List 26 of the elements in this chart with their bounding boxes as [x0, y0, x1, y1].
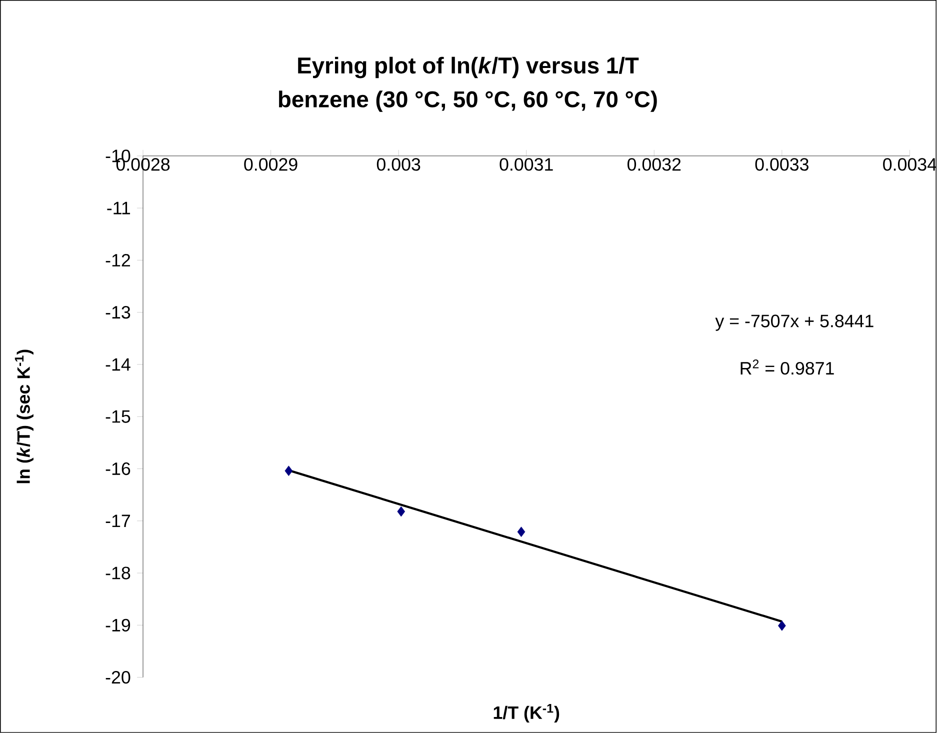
x-axis-title: 1/T (K$^{-1}$) [494, 704, 560, 723]
y-tick-label: -19 [106, 618, 130, 632]
point [397, 506, 406, 517]
annotation: R$^{2}$ = 0.9871 [740, 360, 834, 375]
y-tick-label: -18 [106, 566, 130, 580]
annotation: y = -7507x + 5.8441 [715, 314, 874, 331]
x-tick-label: 0.0034 [883, 158, 937, 171]
point [517, 526, 526, 538]
y-tick-label: -15 [106, 410, 130, 423]
y-tick-label: -13 [106, 306, 130, 319]
chart-subtitle: benzene (30 °C, 50 °C, 60 °C, 70 °C) [279, 90, 657, 112]
point [284, 466, 293, 476]
y-tick-label: -14 [106, 358, 130, 371]
point [778, 620, 786, 631]
x-tick-label: 0.0031 [500, 158, 553, 171]
y-tick-label: -20 [106, 671, 130, 684]
y-axis-title: ln (k/T) (sec K$^{-1}$) [14, 350, 34, 484]
y-tick-label: -17 [106, 514, 130, 528]
y-tick-label: -12 [106, 254, 130, 266]
x-tick-label: 0.0029 [244, 158, 298, 171]
chart-title: Eyring plot of ln(k/T) versus 1/T [298, 56, 639, 78]
x-tick-label: 0.0033 [755, 158, 808, 171]
y-tick-label: -11 [107, 202, 130, 214]
x-tick-label: 0.003 [376, 158, 420, 171]
y-tick-label: -16 [106, 462, 130, 476]
x-tick-label: 0.0032 [628, 158, 681, 171]
